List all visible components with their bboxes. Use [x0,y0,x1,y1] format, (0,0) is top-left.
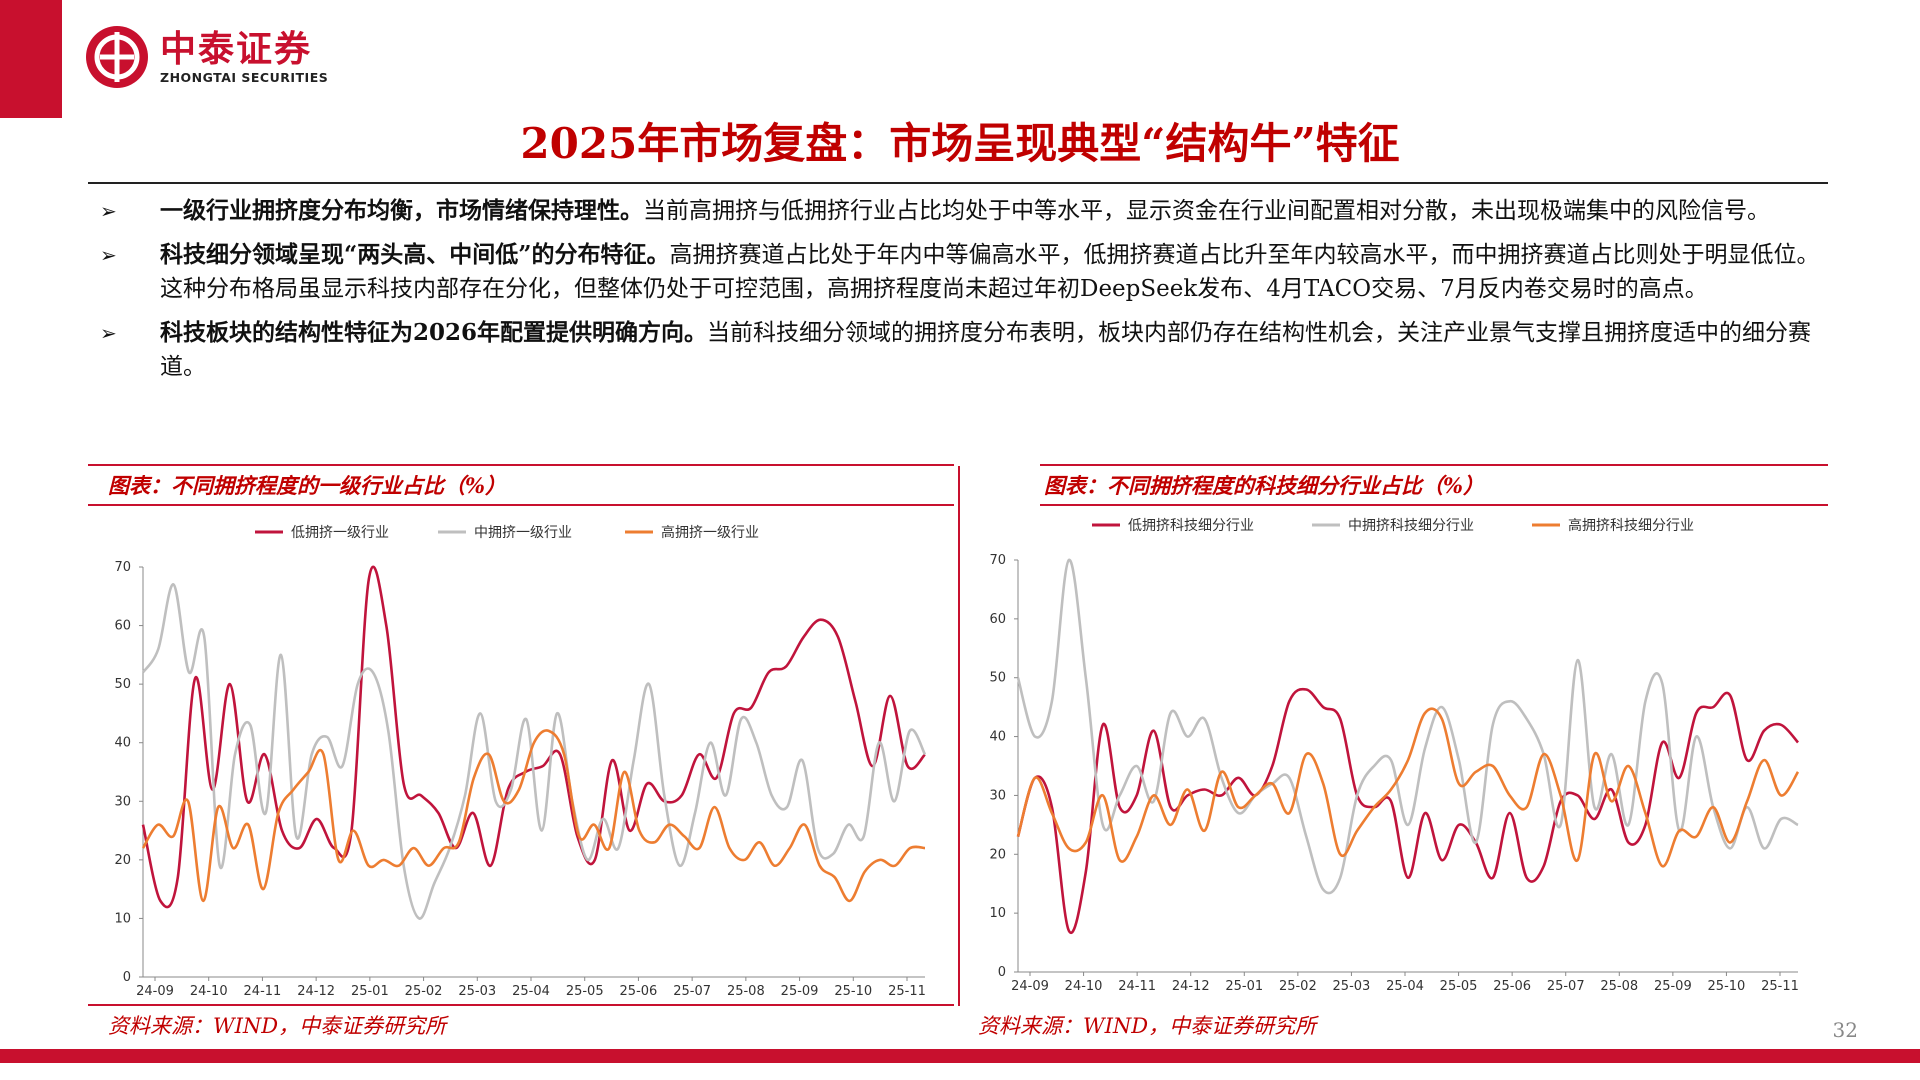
x-tick-label: 25-06 [1493,979,1531,994]
y-tick-label: 60 [114,619,131,634]
left-chart-source: 资料来源：WIND，中泰证券研究所 [108,1014,447,1038]
bullet-heading: 一级行业拥挤度分布均衡，市场情绪保持理性。 [160,197,643,224]
y-tick-label: 40 [114,736,131,751]
right-chart-source: 资料来源：WIND，中泰证券研究所 [978,1014,1317,1038]
x-tick-label: 25-09 [1654,979,1692,994]
page-number: 32 [1832,1018,1858,1042]
y-tick-label: 0 [123,970,131,985]
right-panel-title-rule [1040,504,1828,506]
x-tick-label: 24-11 [244,984,282,999]
legend-label: 低拥挤科技细分行业 [1128,518,1254,534]
x-tick-label: 25-08 [727,984,765,999]
bullet-heading: 科技板块的结构性特征为2026年配置提供明确方向。 [160,319,708,346]
left-panel-title-rule [88,504,954,506]
y-tick-label: 70 [989,553,1006,568]
y-tick-label: 60 [989,612,1006,627]
right-chart-title: 图表：不同拥挤程度的科技细分行业占比（%） [1044,473,1484,498]
bullet-arrow-icon: ➢ [100,243,117,267]
y-tick-label: 10 [114,911,131,926]
bullet-body: 高拥挤赛道占比处于年内中等偏高水平，低拥挤赛道占比升至年内较高水平，而中拥挤赛道… [160,242,1820,302]
legend-label: 高拥挤科技细分行业 [1568,517,1694,534]
x-tick-label: 25-03 [458,984,496,999]
x-tick-label: 25-01 [351,984,389,999]
series-line-2 [141,583,927,920]
left-line-chart: 0 10 20 30 40 50 60 70 24-09 24-10 24-11 24-12 25-01… [114,524,927,999]
y-tick-label: 0 [998,965,1006,980]
y-tick-label: 20 [989,847,1006,862]
x-tick-label: 24-12 [1172,979,1210,994]
y-tick-label: 40 [989,730,1006,745]
y-tick-label: 70 [114,560,131,575]
x-tick-label: 25-01 [1225,979,1263,994]
x-tick-label: 25-11 [888,984,926,999]
legend-label: 中拥挤科技细分行业 [1348,518,1474,534]
bullet-item: ➢ 科技细分领域呈现“两头高、中间低”的分布特征。高拥挤赛道占比处于年内中等偏高… [100,238,1820,306]
brand-logo-icon [86,26,148,88]
panel-divider [958,466,960,1006]
x-tick-label: 25-10 [834,984,872,999]
x-tick-label: 25-09 [781,984,819,999]
x-tick-label: 24-10 [1065,979,1103,994]
x-tick-label: 25-03 [1333,979,1371,994]
x-tick-label: 24-09 [1011,979,1049,994]
x-tick-label: 25-06 [620,984,658,999]
x-tick-label: 25-04 [1386,979,1424,994]
brand-logo: 中泰证券 ZHONGTAI SECURITIES [84,24,328,90]
series-line-3 [141,729,926,903]
bullet-item: ➢ 科技板块的结构性特征为2026年配置提供明确方向。当前科技细分领域的拥挤度分… [100,316,1820,384]
left-panel-top-rule [88,464,954,466]
series-line-1 [1016,687,1799,935]
title-underline [88,182,1828,184]
x-tick-label: 25-08 [1600,979,1638,994]
series-line-3 [1016,707,1800,868]
x-tick-label: 24-09 [136,984,174,999]
x-tick-label: 25-11 [1761,979,1799,994]
brand-name-en: ZHONGTAI SECURITIES [160,69,329,85]
y-tick-label: 30 [114,794,131,809]
brand-name-cn: 中泰证券 [160,28,313,70]
bullet-list: ➢ 一级行业拥挤度分布均衡，市场情绪保持理性。当前高拥挤与低拥挤行业占比均处于中… [100,194,1820,394]
legend-label: 低拥挤一级行业 [291,525,389,541]
x-tick-label: 24-10 [190,984,228,999]
bullet-heading: 科技细分领域呈现“两头高、中间低”的分布特征。 [160,241,670,268]
y-tick-label: 30 [989,788,1006,803]
brand-corner-bar [0,0,62,118]
x-tick-label: 25-04 [512,984,550,999]
series-line-2 [1016,558,1799,895]
right-line-chart: 0 10 20 30 40 50 60 70 24-09 24-10 24-11 24-12 25-01… [989,517,1800,994]
series-line-1 [141,565,926,909]
brand-bottom-bar [0,1049,1920,1063]
bullet-arrow-icon: ➢ [100,321,117,345]
y-tick-label: 20 [114,853,131,868]
left-chart-title: 图表：不同拥挤程度的一级行业占比（%） [108,473,506,498]
left-panel-bottom-rule [88,1004,954,1006]
x-tick-label: 25-02 [405,984,443,999]
bullet-body: 当前科技细分领域的拥挤度分布表明，板块内部仍存在结构性机会，关注产业景气支撑且拥… [160,320,1812,380]
bullet-arrow-icon: ➢ [100,199,117,223]
x-tick-label: 25-10 [1708,979,1746,994]
bullet-body: 当前高拥挤与低拥挤行业占比均处于中等水平，显示资金在行业间配置相对分散，未出现极… [643,198,1770,224]
x-tick-label: 24-11 [1118,979,1156,994]
right-panel-top-rule [1040,464,1828,466]
x-tick-label: 24-12 [297,984,335,999]
x-tick-label: 25-05 [566,984,604,999]
x-tick-label: 25-07 [673,984,711,999]
x-tick-label: 25-05 [1440,979,1478,994]
y-tick-label: 10 [989,906,1006,921]
y-tick-label: 50 [114,677,131,692]
y-tick-label: 50 [989,671,1006,686]
slide-title: 2025年市场复盘：市场呈现典型“结构牛”特征 [520,119,1400,168]
legend-label: 高拥挤一级行业 [661,524,759,541]
bullet-item: ➢ 一级行业拥挤度分布均衡，市场情绪保持理性。当前高拥挤与低拥挤行业占比均处于中… [100,194,1820,228]
x-tick-label: 25-07 [1547,979,1585,994]
x-tick-label: 25-02 [1279,979,1317,994]
legend-label: 中拥挤一级行业 [474,525,572,541]
